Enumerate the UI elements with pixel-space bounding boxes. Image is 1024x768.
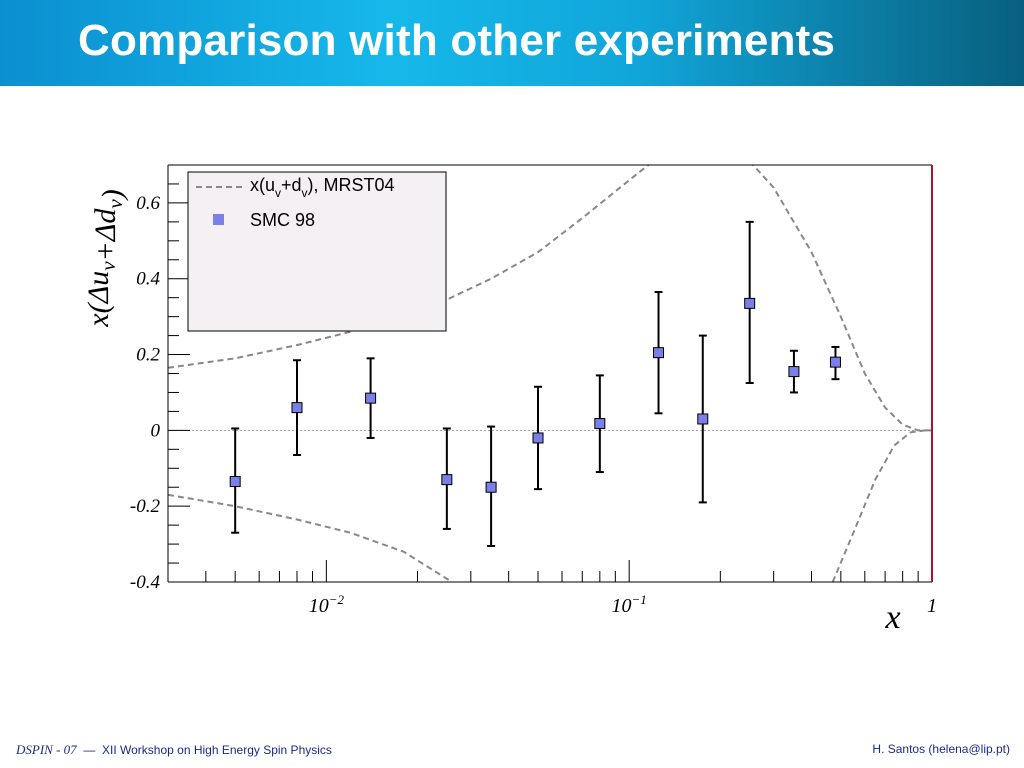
x-tick-label: 10−1 [612,592,647,617]
legend-box [187,171,447,332]
data-point [697,413,709,425]
y-tick-label: 0.6 [136,193,160,214]
legend-label-mrst04: x(uv+dv), MRST04 [250,175,395,200]
footer-author: H. Santos (helena@lip.pt) [872,742,1010,756]
y-tick-label: 0.4 [136,269,160,290]
x-tick-label: 1 [927,595,937,617]
slide-title: Comparison with other experiments [78,16,836,65]
mrst04-curve-lower-right [831,429,932,582]
data-point [744,297,756,309]
data-point [441,474,453,486]
x-tick-label: 10−2 [309,592,345,617]
footer-separator: — [83,743,96,757]
y-tick-label: -0.4 [130,572,161,593]
y-axis-label: x(Δuv+Δdv) [82,189,129,327]
chart: -0.4 -0.2 0 0.2 0.4 0.6 10−2 10−1 1 x x(Δuv+Δdv) x(… [82,164,937,636]
footer-workshop: XII Workshop on High Energy Spin Physics [102,743,332,757]
data-point [829,356,841,368]
data-point [788,366,800,378]
footer-left: DSPIN - 07 — XII Workshop on High Energy… [16,742,332,758]
data-point [532,432,544,444]
legend-label-smc98: SMC 98 [250,210,315,230]
data-point [594,418,606,430]
title-bar: Comparison with other experiments [0,0,1024,86]
mrst04-curve-lower [168,493,453,582]
y-tick-label: 0.2 [136,345,160,366]
y-tick-label: 0 [151,420,161,441]
data-point [653,347,665,359]
x-axis-label: x [884,599,900,636]
legend-square-swatch [213,214,224,225]
mrst04-curve-upper-right [751,165,932,432]
data-point [229,476,241,488]
data-point [365,392,377,404]
data-point [291,402,303,414]
data-point [485,481,497,493]
y-tick-label: -0.2 [130,496,161,517]
footer-conference: DSPIN - 07 [16,742,77,757]
